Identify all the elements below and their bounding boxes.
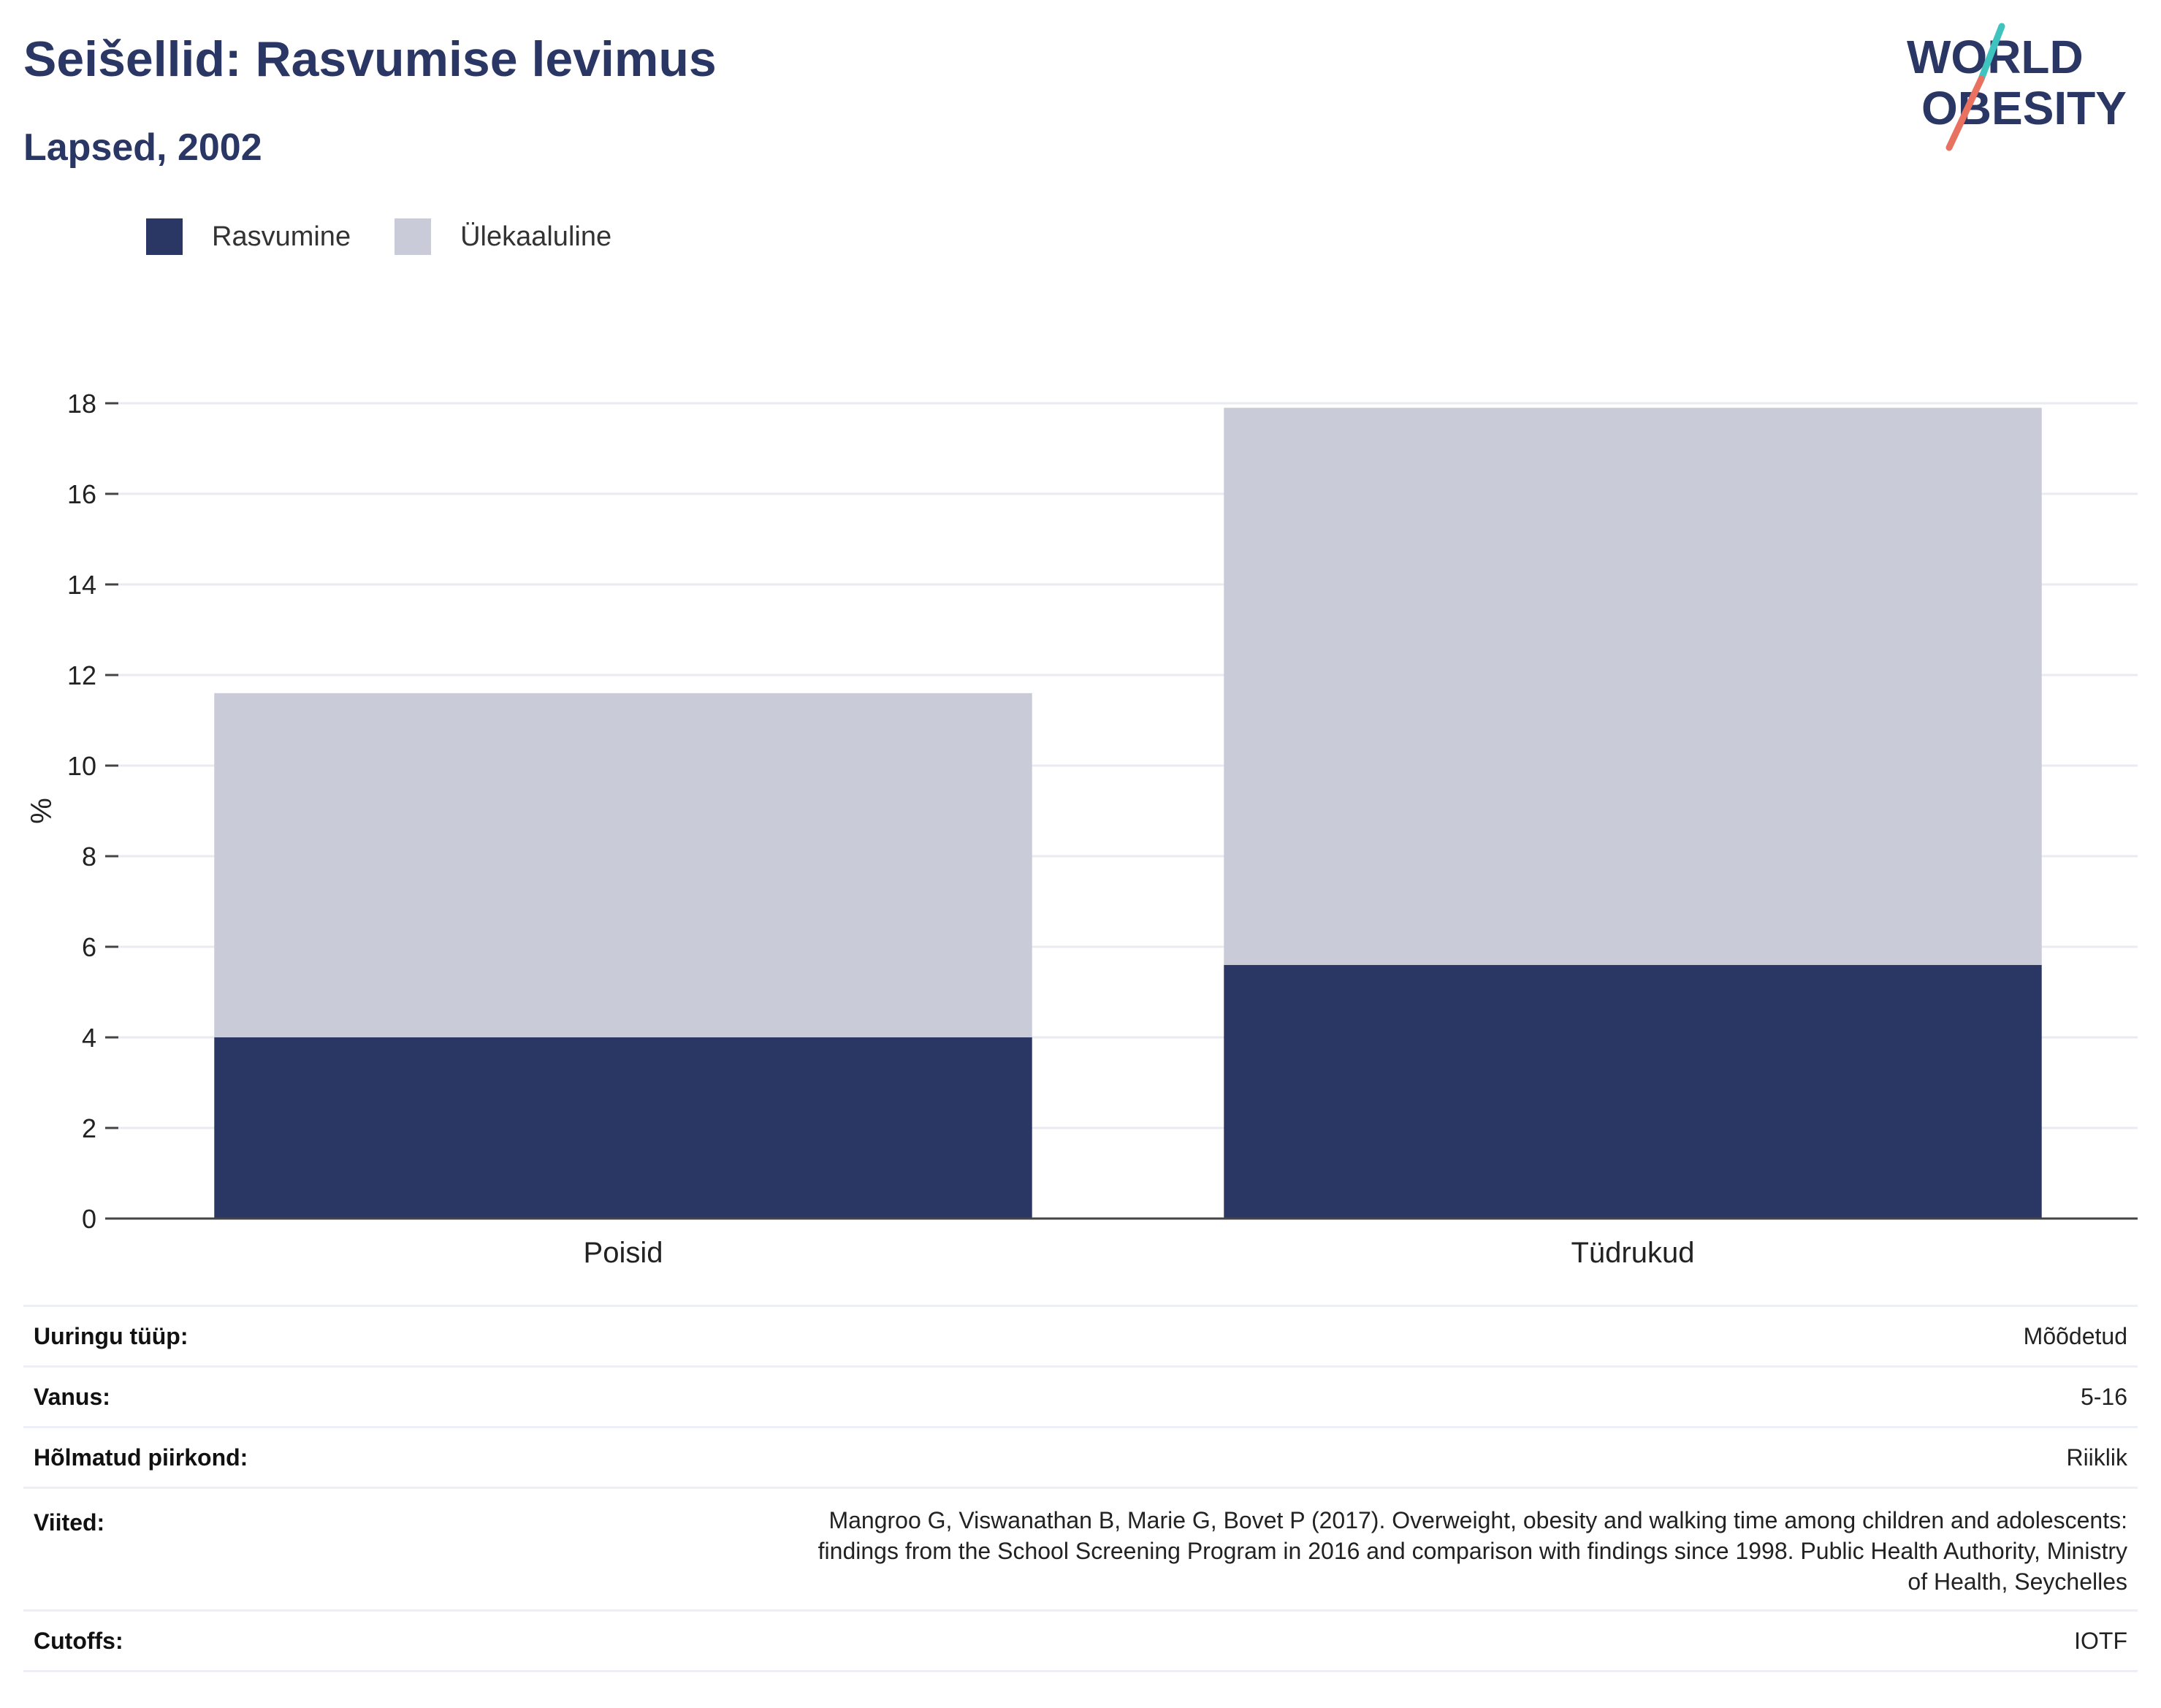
legend-swatch-ulekaaluline (395, 218, 432, 255)
y-tick-label: 10 (67, 751, 96, 781)
y-tick-label: 18 (67, 389, 96, 419)
y-tick-label: 6 (82, 932, 96, 962)
meta-row-survey-type: Uuringu tüüp: Mõõdetud (23, 1305, 2138, 1367)
y-tick-label: 0 (82, 1204, 96, 1234)
logo-line2: OBESITY (1921, 82, 2127, 134)
bar-ulekaaluline-0 (214, 693, 1032, 1037)
x-tick-label: Tüdrukud (1571, 1237, 1695, 1269)
y-tick-label: 12 (67, 660, 96, 690)
legend-item-ulekaaluline[interactable]: Ülekaaluline (395, 218, 611, 255)
metadata-table: Uuringu tüüp: Mõõdetud Vanus: 5-16 Hõlma… (23, 1305, 2138, 1672)
y-tick-label: 2 (82, 1113, 96, 1143)
y-tick-label: 4 (82, 1023, 96, 1053)
legend-label-rasvumine: Rasvumine (212, 221, 351, 252)
world-obesity-logo: WORLD OBESITY (1907, 23, 2127, 151)
logo-slash-red (1945, 75, 1985, 151)
legend-item-rasvumine[interactable]: Rasvumine (146, 218, 351, 255)
legend: Rasvumine Ülekaaluline (146, 216, 655, 257)
chart-subtitle: Lapsed, 2002 (23, 126, 262, 169)
logo-slash-teal (1978, 23, 2005, 83)
meta-key: Hõlmatud piirkond: (34, 1444, 248, 1471)
meta-value: 5-16 (2080, 1384, 2127, 1410)
meta-key: Vanus: (34, 1383, 110, 1410)
meta-row-area: Hõlmatud piirkond: Riiklik (23, 1427, 2138, 1488)
meta-value: IOTF (2074, 1628, 2127, 1654)
meta-key: Uuringu tüüp: (34, 1322, 188, 1349)
meta-row-cutoffs: Cutoffs: IOTF (23, 1610, 2138, 1671)
meta-value: Mangroo G, Viswanathan B, Marie G, Bovet… (817, 1507, 2127, 1595)
meta-row-references: Viited: Mangroo G, Viswanathan B, Marie … (23, 1487, 2138, 1611)
y-tick-label: 8 (82, 842, 96, 872)
meta-key: Cutoffs: (34, 1627, 123, 1654)
y-axis-label: % (26, 798, 58, 824)
meta-row-age: Vanus: 5-16 (23, 1366, 2138, 1427)
legend-label-ulekaaluline: Ülekaaluline (460, 221, 612, 252)
bar-rasvumine-1 (1224, 964, 2042, 1219)
y-tick-label: 14 (67, 570, 96, 600)
bar-rasvumine-0 (214, 1037, 1032, 1219)
y-tick-label: 16 (67, 479, 96, 509)
meta-value: Mõõdetud (2023, 1323, 2127, 1349)
meta-value: Riiklik (2066, 1444, 2127, 1471)
legend-swatch-rasvumine (146, 218, 183, 255)
x-tick-label: Poisid (584, 1237, 663, 1269)
bar-ulekaaluline-1 (1224, 408, 2042, 965)
bar-chart: 0 2 4 6 8 10 12 14 16 18% Poisid Tüdrukud (26, 389, 2138, 1269)
chart-title: Seišellid: Rasvumise levimus (23, 31, 717, 87)
meta-key: Viited: (34, 1509, 105, 1536)
